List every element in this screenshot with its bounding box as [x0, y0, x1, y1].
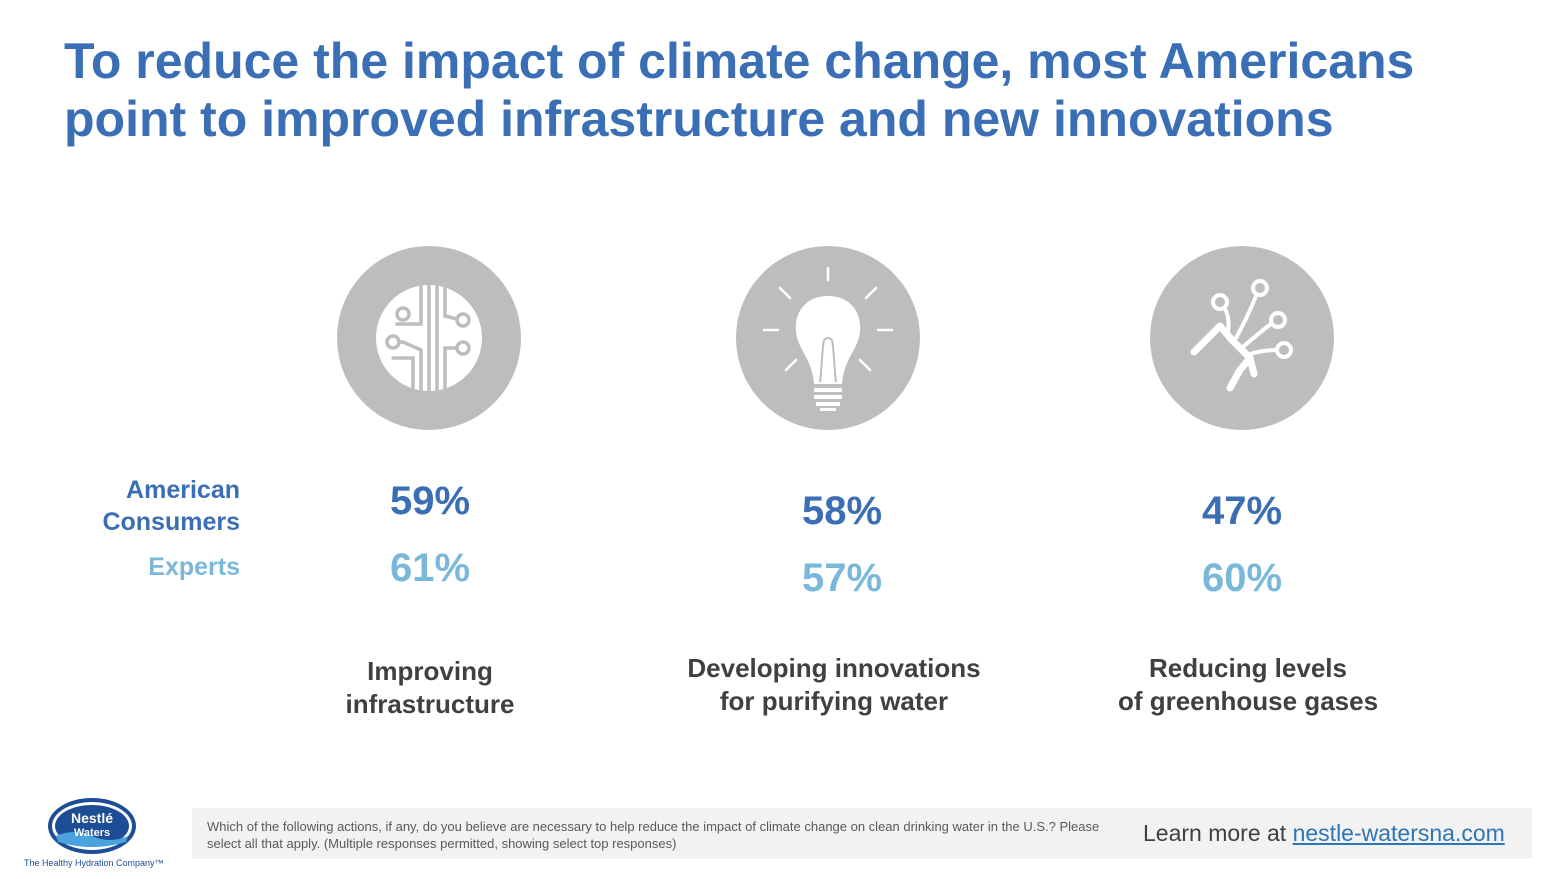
logo-line2: Waters: [74, 827, 110, 839]
row-label-experts: Experts: [148, 553, 240, 581]
caption-greenhouse: Reducing levels of greenhouse gases: [1068, 652, 1428, 718]
caption-line: for purifying water: [719, 686, 949, 716]
row-label-consumers: American Consumers: [102, 476, 240, 536]
logo-tagline: The Healthy Hydration Company™: [24, 858, 164, 868]
caption-innovations: Developing innovations for purifying wat…: [654, 652, 1014, 718]
website-link[interactable]: nestle-watersna.com: [1292, 820, 1505, 846]
experts-value-greenhouse: 60%: [1201, 556, 1283, 600]
caption-infrastructure: Improving infrastructure: [250, 655, 610, 721]
page-title: To reduce the impact of climate change, …: [64, 33, 1415, 147]
circuit-icon: [337, 246, 521, 430]
caption-line: Reducing levels: [1149, 653, 1347, 683]
consumers-value-infrastructure: 59%: [389, 479, 471, 523]
caption-line: of greenhouse gases: [1117, 686, 1379, 716]
experts-value-innovations: 57%: [801, 556, 883, 600]
nestle-waters-logo: Nestlé Waters: [18, 796, 168, 872]
learn-more-text: Learn more at: [1143, 820, 1293, 846]
survey-question: Which of the following actions, if any, …: [207, 819, 1100, 851]
logo-line1: Nestlé: [71, 810, 113, 826]
plug-icon: [1150, 246, 1334, 430]
footer-bar: [192, 808, 1532, 859]
caption-line: Improving: [367, 656, 493, 686]
consumers-value-greenhouse: 47%: [1201, 489, 1283, 533]
caption-line: Developing innovations: [687, 653, 981, 683]
consumers-value-innovations: 58%: [801, 489, 883, 533]
lightbulb-icon: [736, 246, 920, 430]
caption-line: infrastructure: [345, 689, 515, 719]
learn-more: Learn more at nestle-watersna.com: [1143, 820, 1505, 847]
experts-value-infrastructure: 61%: [389, 546, 471, 590]
